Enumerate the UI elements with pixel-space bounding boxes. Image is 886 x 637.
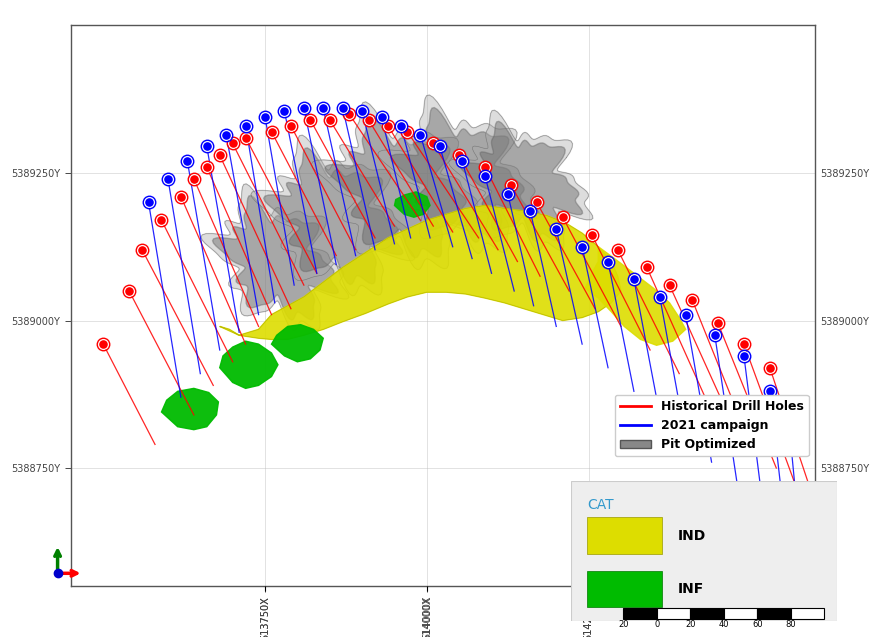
Text: INF: INF xyxy=(678,582,704,596)
Text: 40: 40 xyxy=(719,620,729,629)
Text: 20: 20 xyxy=(618,620,629,629)
Polygon shape xyxy=(220,206,621,340)
Polygon shape xyxy=(586,247,686,345)
Polygon shape xyxy=(377,95,540,254)
Polygon shape xyxy=(394,192,430,217)
Polygon shape xyxy=(312,102,483,269)
Polygon shape xyxy=(391,108,528,242)
Bar xyxy=(587,517,662,554)
Text: 20: 20 xyxy=(685,620,696,629)
Polygon shape xyxy=(161,389,219,430)
Legend: Historical Drill Holes, 2021 campaign, Pit Optimized: Historical Drill Holes, 2021 campaign, P… xyxy=(615,395,809,457)
Bar xyxy=(758,608,791,619)
Polygon shape xyxy=(251,135,415,296)
Bar xyxy=(587,571,662,607)
Polygon shape xyxy=(213,196,338,320)
Bar xyxy=(690,608,724,619)
Polygon shape xyxy=(325,115,470,258)
Polygon shape xyxy=(264,148,403,285)
Polygon shape xyxy=(460,121,583,241)
Polygon shape xyxy=(201,184,349,331)
Text: 0: 0 xyxy=(654,620,659,629)
Bar xyxy=(657,608,690,619)
Text: 80: 80 xyxy=(786,620,797,629)
Polygon shape xyxy=(271,325,323,362)
Polygon shape xyxy=(220,341,278,389)
Text: 60: 60 xyxy=(752,620,763,629)
Text: IND: IND xyxy=(678,529,706,543)
Bar xyxy=(791,608,824,619)
Bar xyxy=(724,608,758,619)
Text: CAT: CAT xyxy=(587,497,614,512)
Polygon shape xyxy=(448,110,593,251)
Bar xyxy=(624,608,657,619)
